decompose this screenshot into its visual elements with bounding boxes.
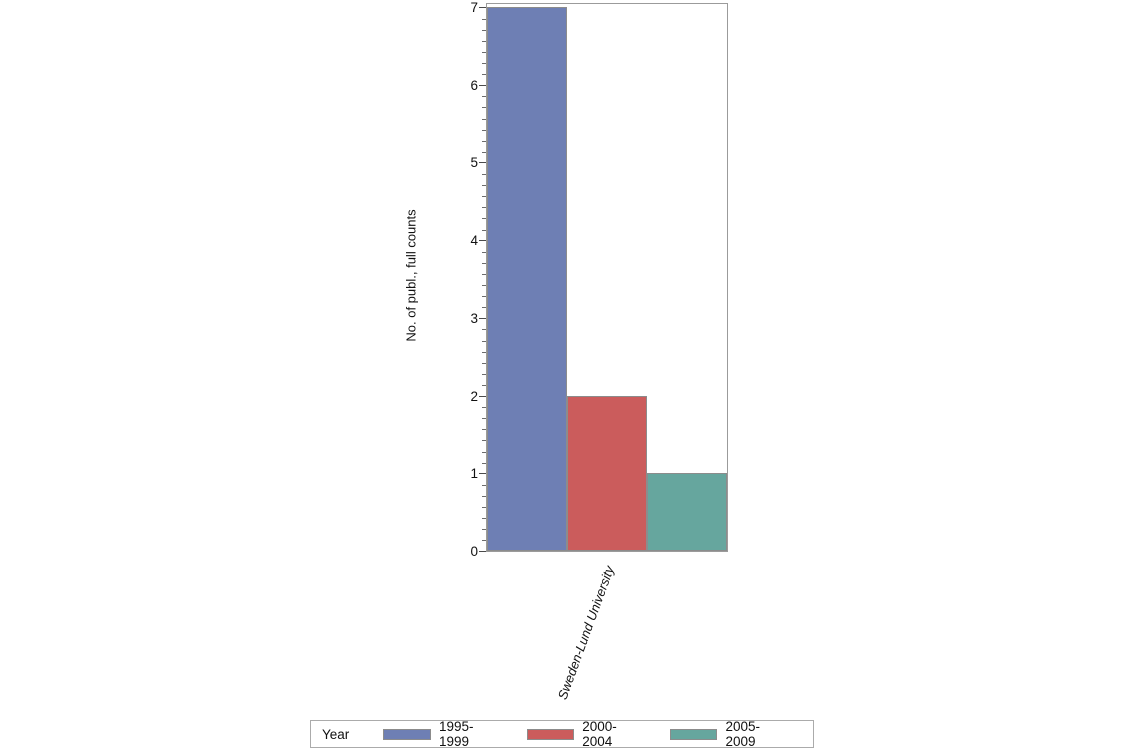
y-major-tick bbox=[479, 551, 486, 552]
y-minor-tick bbox=[482, 218, 486, 220]
y-minor-tick bbox=[482, 107, 486, 109]
bar-2005-2009 bbox=[646, 473, 727, 551]
y-minor-tick bbox=[482, 63, 486, 64]
y-minor-tick bbox=[482, 285, 486, 287]
y-minor-tick bbox=[482, 373, 486, 375]
y-minor-tick bbox=[482, 529, 486, 531]
y-minor-tick bbox=[482, 262, 486, 264]
y-minor-tick bbox=[482, 407, 486, 409]
y-minor-tick bbox=[482, 507, 486, 509]
y-minor-tick bbox=[482, 440, 486, 442]
legend-item-1995-1999: 1995-1999 bbox=[383, 719, 500, 749]
y-axis-title: No. of publ., full counts bbox=[403, 209, 419, 342]
y-minor-tick bbox=[482, 96, 486, 98]
y-minor-tick bbox=[482, 140, 486, 142]
y-tick-label: 5 bbox=[470, 155, 478, 171]
y-major-tick bbox=[479, 473, 486, 475]
y-major-tick bbox=[479, 240, 486, 242]
y-major-tick bbox=[479, 162, 486, 164]
y-minor-tick bbox=[482, 196, 486, 198]
y-minor-tick bbox=[482, 296, 486, 298]
legend-title: Year bbox=[322, 726, 350, 742]
y-minor-tick bbox=[482, 18, 486, 20]
y-tick-label: 1 bbox=[470, 466, 478, 482]
y-tick-label: 3 bbox=[470, 310, 478, 326]
y-tick-label: 7 bbox=[470, 0, 478, 15]
y-minor-tick bbox=[482, 251, 486, 253]
legend-label: 1995-1999 bbox=[439, 719, 474, 749]
legend-swatch-2005-2009 bbox=[669, 728, 718, 740]
y-minor-tick bbox=[482, 451, 486, 453]
y-minor-tick bbox=[482, 151, 486, 153]
y-minor-tick bbox=[482, 185, 486, 187]
y-tick-label: 2 bbox=[470, 388, 478, 404]
y-minor-tick bbox=[482, 118, 486, 120]
y-tick-label: 6 bbox=[470, 77, 478, 93]
y-minor-tick bbox=[482, 362, 486, 364]
y-tick-label: 0 bbox=[470, 544, 478, 559]
plot-area bbox=[486, 3, 728, 552]
y-minor-tick bbox=[482, 495, 486, 497]
y-minor-tick bbox=[482, 484, 486, 486]
y-tick-label: 4 bbox=[470, 233, 478, 249]
y-major-tick bbox=[479, 7, 486, 8]
legend-label: 2000-2004 bbox=[582, 719, 617, 749]
y-minor-tick bbox=[482, 340, 486, 342]
y-major-tick bbox=[479, 317, 486, 319]
bar-1995-1999 bbox=[487, 7, 567, 551]
y-minor-tick bbox=[482, 29, 486, 31]
bar-2000-2004 bbox=[566, 396, 647, 551]
legend-swatch-1995-1999 bbox=[383, 728, 432, 740]
legend-items: 1995-1999 2000-2004 2005-2009 bbox=[383, 719, 813, 749]
y-minor-tick bbox=[482, 462, 486, 464]
y-minor-tick bbox=[482, 229, 486, 231]
y-minor-tick bbox=[482, 207, 486, 209]
y-minor-tick bbox=[482, 129, 486, 131]
y-minor-tick bbox=[482, 329, 486, 331]
legend-item-2000-2004: 2000-2004 bbox=[526, 719, 644, 749]
y-minor-tick bbox=[482, 40, 486, 42]
y-minor-tick bbox=[482, 540, 486, 542]
legend-item-2005-2009: 2005-2009 bbox=[669, 719, 787, 749]
legend-swatch-2000-2004 bbox=[526, 728, 575, 740]
y-minor-tick bbox=[482, 351, 486, 353]
legend-label: 2005-2009 bbox=[725, 719, 761, 749]
y-minor-tick bbox=[482, 429, 486, 431]
y-major-tick bbox=[479, 395, 486, 397]
y-minor-tick bbox=[482, 418, 486, 420]
legend: Year 1995-1999 2000-2004 2005-2009 bbox=[310, 719, 814, 749]
y-minor-tick bbox=[482, 74, 486, 76]
y-minor-tick bbox=[482, 273, 486, 275]
y-major-tick bbox=[479, 84, 486, 86]
y-minor-tick bbox=[482, 307, 486, 309]
y-minor-tick bbox=[482, 174, 486, 176]
y-minor-tick bbox=[482, 518, 486, 520]
x-category-label: Sweden-Lund University bbox=[554, 563, 618, 702]
y-minor-tick bbox=[482, 51, 486, 53]
y-minor-tick bbox=[482, 384, 486, 386]
